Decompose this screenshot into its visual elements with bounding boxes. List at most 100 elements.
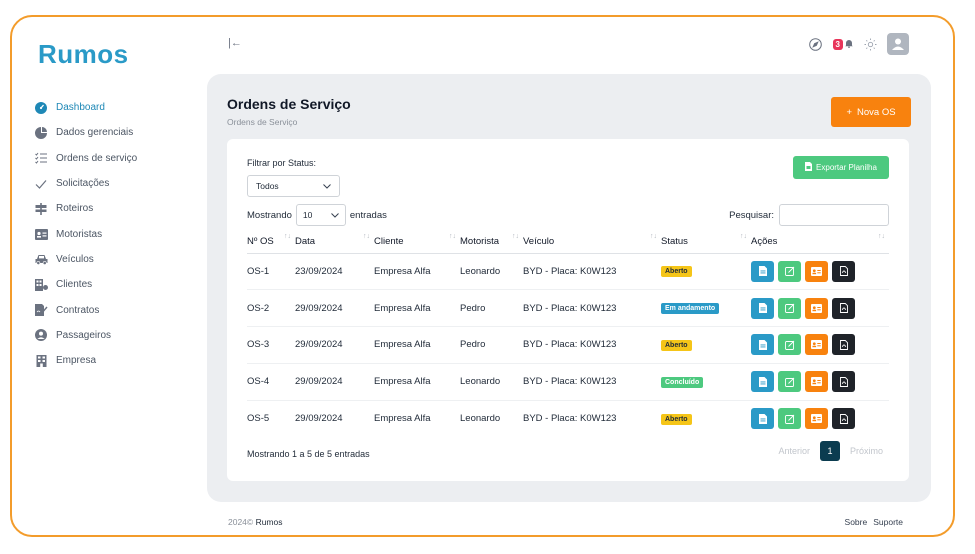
edit-button[interactable] [778, 334, 801, 356]
column-header-cliente[interactable]: Cliente ↑↓ [374, 230, 460, 254]
new-os-button[interactable]: + Nova OS [831, 97, 911, 127]
client-cell: Empresa Alfa [374, 326, 460, 364]
sidebar-item-solicitacoes[interactable]: Solicitações [34, 171, 194, 196]
os-cell: OS-5 [247, 413, 270, 425]
status-filter-select[interactable]: Todos [247, 175, 340, 197]
pdf-icon [839, 303, 848, 314]
compass-icon[interactable] [808, 36, 824, 52]
sidebar-item-motoristas[interactable]: Motoristas [34, 221, 194, 246]
sidebar-item-veiculos[interactable]: Veículos [34, 247, 194, 272]
export-label: Exportar Planilha [816, 163, 877, 172]
footer-link-suporte[interactable]: Suporte [873, 517, 903, 527]
pdf-button[interactable] [832, 260, 855, 282]
new-os-label: Nova OS [857, 106, 896, 118]
file-icon [758, 339, 767, 350]
view-button[interactable] [751, 408, 774, 430]
sidebar-item-clientes[interactable]: Clientes [34, 272, 194, 297]
table-header-row: Nº OS ↑↓ Data ↑↓ Cliente ↑↓ Motorista ↑↓ Veí… [247, 230, 889, 254]
table-row: OS-4 29/09/2024 Empresa Alfa Leonardo BYD - … [247, 363, 889, 401]
card-button[interactable] [805, 408, 828, 430]
status-badge: Aberto [661, 413, 692, 425]
status-cell: Aberto [661, 253, 751, 291]
card-button[interactable] [805, 334, 828, 356]
next-page-button[interactable]: Próximo [849, 446, 883, 456]
footer-link-sobre[interactable]: Sobre [844, 517, 868, 527]
sidebar-item-label: Roteiros [56, 203, 94, 215]
status-badge: Aberto [661, 266, 692, 278]
page-title: Ordens de Serviço [227, 96, 351, 112]
view-button[interactable] [751, 260, 774, 282]
pdf-button[interactable] [832, 408, 855, 430]
date-cell: 29/09/2024 [295, 413, 343, 425]
view-button[interactable] [751, 371, 774, 393]
status-cell: Aberto [661, 326, 751, 364]
pdf-icon [839, 376, 848, 387]
previous-page-button[interactable]: Anterior [778, 446, 810, 456]
table-row: OS-1 23/09/2024 Empresa Alfa Leonardo BYD - … [247, 253, 889, 291]
actions-cell [751, 400, 889, 437]
app-logo[interactable]: Rumos [38, 39, 129, 69]
pagination: Anterior 1 Próximo [778, 441, 883, 461]
search-input[interactable] [779, 204, 889, 226]
vehicle-cell: BYD - Placa: K0W123 [523, 363, 661, 401]
view-button[interactable] [751, 297, 774, 319]
date-cell: 23/09/2024 [295, 253, 374, 291]
breadcrumb[interactable]: Ordens de Serviço [227, 117, 298, 127]
export-spreadsheet-button[interactable]: Exportar Planilha [793, 156, 889, 179]
avatar[interactable] [887, 33, 909, 55]
column-header-status[interactable]: Status ↑↓ [661, 230, 751, 254]
entries-label: entradas [349, 209, 387, 221]
bell-icon [845, 35, 853, 53]
card-button[interactable] [805, 297, 828, 319]
sidebar-item-dados-gerenciais[interactable]: Dados gerenciais [34, 120, 194, 145]
sidebar-item-passageiros[interactable]: Passageiros [34, 323, 194, 348]
edit-icon [784, 414, 795, 424]
vehicle-cell: BYD - Placa: K0W123 [523, 326, 661, 364]
sort-icon: ↑↓ [878, 233, 885, 240]
id-card-icon [811, 303, 822, 313]
card-button[interactable] [805, 371, 828, 393]
card-button[interactable] [805, 260, 828, 282]
client-cell: Empresa Alfa [374, 289, 460, 328]
client-cell: Empresa Alfa [374, 413, 431, 425]
building-icon [34, 278, 48, 292]
sidebar-item-label: Veículos [56, 253, 94, 265]
edit-icon [784, 266, 795, 277]
sort-icon: ↑↓ [512, 233, 519, 240]
pdf-button[interactable] [832, 371, 855, 393]
vehicle-cell: BYD - Placa: K0W123 [523, 289, 661, 328]
notifications-button[interactable]: 3 [832, 35, 853, 53]
column-header-os[interactable]: Nº OS ↑↓ [247, 230, 295, 254]
sun-icon[interactable] [862, 36, 878, 52]
edit-button[interactable] [778, 371, 801, 393]
user-circle-icon [34, 328, 48, 342]
view-button[interactable] [751, 334, 774, 356]
status-filter-label: Filtrar por Status: [247, 158, 317, 168]
page-length-select[interactable]: 10 [295, 204, 346, 226]
sidebar-item-roteiros[interactable]: Roteiros [34, 196, 194, 221]
client-cell: Empresa Alfa [374, 253, 460, 291]
actions-cell [751, 326, 889, 364]
sidebar-item-empresa[interactable]: Empresa [34, 348, 194, 373]
edit-button[interactable] [778, 408, 801, 430]
file-icon [758, 376, 767, 387]
spreadsheet-icon [805, 162, 813, 173]
edit-button[interactable] [778, 297, 801, 319]
edit-icon [784, 340, 795, 350]
driver-cell: Leonardo [460, 413, 501, 425]
column-header-veiculo[interactable]: Veículo ↑↓ [523, 230, 661, 254]
sidebar-item-label: Passageiros [56, 329, 112, 341]
sidebar-item-label: Solicitações [56, 178, 110, 190]
column-header-acoes[interactable]: Ações ↑↓ [751, 230, 889, 254]
sidebar-item-ordens-de-servico[interactable]: Ordens de serviço [34, 146, 194, 171]
sidebar-item-contratos[interactable]: Contratos [34, 297, 194, 322]
footer-brand: Rumos [255, 517, 283, 527]
sidebar-item-dashboard[interactable]: Dashboard [34, 95, 194, 120]
edit-button[interactable] [778, 260, 801, 282]
pdf-button[interactable] [832, 297, 855, 319]
pdf-button[interactable] [832, 334, 855, 356]
column-header-motorista[interactable]: Motorista ↑↓ [460, 230, 523, 254]
page-button-1[interactable]: 1 [819, 441, 840, 461]
sidebar-collapse-button[interactable]: |← [228, 37, 242, 49]
column-header-data[interactable]: Data ↑↓ [295, 230, 374, 254]
